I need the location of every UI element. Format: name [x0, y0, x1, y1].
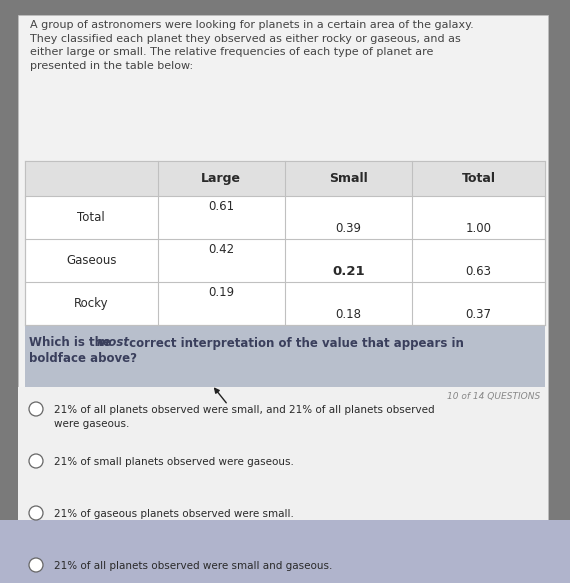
Text: Gaseous: Gaseous	[66, 254, 116, 267]
Text: Total: Total	[78, 211, 105, 224]
Circle shape	[29, 454, 43, 468]
Circle shape	[29, 558, 43, 572]
Text: 21% of all planets observed were small and gaseous.: 21% of all planets observed were small a…	[54, 561, 332, 571]
Bar	[18, 15, 548, 520]
Text: 21% of small planets observed were gaseous.: 21% of small planets observed were gaseo…	[54, 457, 294, 467]
Bar	[25, 325, 545, 387]
Text: Large: Large	[201, 172, 241, 185]
Text: A group of astronomers were looking for planets in a certain area of the galaxy.: A group of astronomers were looking for …	[30, 20, 474, 71]
Text: 0.19: 0.19	[208, 286, 234, 299]
Bar	[25, 161, 545, 325]
Text: 1.00: 1.00	[466, 222, 492, 235]
Text: 21% of all planets observed were small, and 21% of all planets observed
were gas: 21% of all planets observed were small, …	[54, 405, 435, 429]
Bar	[18, 387, 548, 520]
Circle shape	[29, 402, 43, 416]
Bar	[0, 520, 570, 583]
Text: Rocky: Rocky	[74, 297, 109, 310]
Text: boldface above?: boldface above?	[29, 353, 137, 366]
Text: Total: Total	[462, 172, 496, 185]
Text: 21% of gaseous planets observed were small.: 21% of gaseous planets observed were sma…	[54, 509, 294, 519]
Text: 0.39: 0.39	[336, 222, 362, 235]
Text: 0.42: 0.42	[208, 243, 234, 257]
Text: 0.37: 0.37	[466, 308, 492, 321]
Text: 10 of 14 QUESTIONS: 10 of 14 QUESTIONS	[447, 392, 540, 401]
Text: most: most	[97, 336, 130, 349]
Text: Small: Small	[329, 172, 368, 185]
Text: 0.63: 0.63	[466, 265, 492, 278]
Text: 0.18: 0.18	[336, 308, 362, 321]
Bar	[25, 161, 545, 196]
Text: correct interpretation of the value that appears in: correct interpretation of the value that…	[125, 336, 464, 349]
Text: 0.61: 0.61	[208, 200, 234, 213]
Text: 0.21: 0.21	[332, 265, 365, 278]
Text: Which is the: Which is the	[29, 336, 115, 349]
Circle shape	[29, 506, 43, 520]
